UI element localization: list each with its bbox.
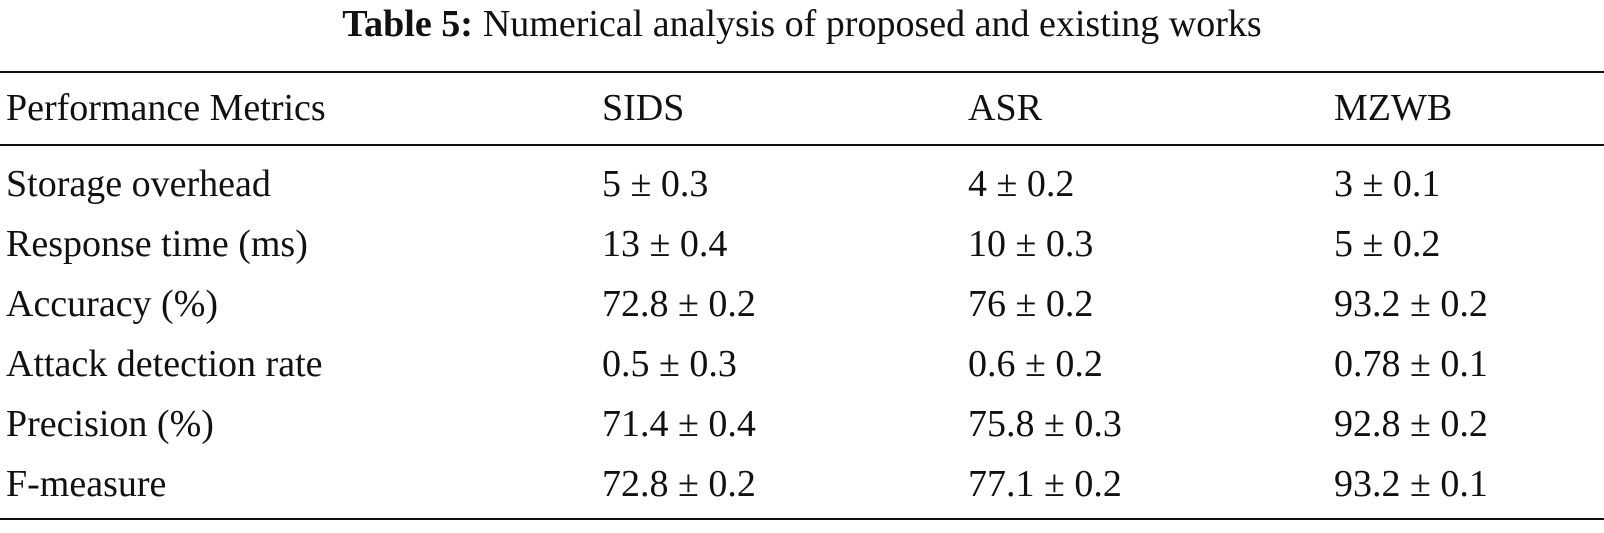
table-row: Storage overhead 5 ± 0.3 4 ± 0.2 3 ± 0.1	[0, 154, 1604, 214]
cell-asr: 10 ± 0.3	[968, 223, 1094, 265]
bottom-rule	[0, 518, 1604, 520]
cell-sids: 5 ± 0.3	[602, 163, 709, 205]
cell-sids: 72.8 ± 0.2	[602, 283, 756, 325]
cell-mzwb: 3 ± 0.1	[1334, 163, 1441, 205]
cell-asr: 77.1 ± 0.2	[968, 463, 1122, 505]
cell-asr: 75.8 ± 0.3	[968, 403, 1122, 445]
cell-asr: 4 ± 0.2	[968, 163, 1075, 205]
cell-asr: 76 ± 0.2	[968, 283, 1094, 325]
header-cell-metric: Performance Metrics	[6, 87, 326, 129]
header-row: Performance Metrics SIDS ASR MZWB	[0, 78, 1604, 138]
row-label: Precision (%)	[6, 403, 214, 445]
cell-sids: 72.8 ± 0.2	[602, 463, 756, 505]
cell-mzwb: 92.8 ± 0.2	[1334, 403, 1488, 445]
table-caption: Table 5: Numerical analysis of proposed a…	[0, 2, 1604, 46]
row-label: Response time (ms)	[6, 223, 308, 265]
table-row: Response time (ms) 13 ± 0.4 10 ± 0.3 5 ±…	[0, 214, 1604, 274]
row-label: Accuracy (%)	[6, 283, 219, 325]
header-rule	[0, 144, 1604, 146]
cell-mzwb: 93.2 ± 0.2	[1334, 283, 1488, 325]
header-cell-sids: SIDS	[602, 87, 685, 129]
table-row: Attack detection rate 0.5 ± 0.3 0.6 ± 0.…	[0, 334, 1604, 394]
header-cell-mzwb: MZWB	[1334, 87, 1453, 129]
top-rule	[0, 71, 1604, 73]
cell-sids: 0.5 ± 0.3	[602, 343, 737, 385]
row-label: Storage overhead	[6, 163, 271, 205]
cell-mzwb: 93.2 ± 0.1	[1334, 463, 1488, 505]
cell-sids: 13 ± 0.4	[602, 223, 728, 265]
cell-sids: 71.4 ± 0.4	[602, 403, 756, 445]
table-row: Accuracy (%) 72.8 ± 0.2 76 ± 0.2 93.2 ± …	[0, 274, 1604, 334]
cell-asr: 0.6 ± 0.2	[968, 343, 1103, 385]
cell-mzwb: 0.78 ± 0.1	[1334, 343, 1488, 385]
table-row: Precision (%) 71.4 ± 0.4 75.8 ± 0.3 92.8…	[0, 394, 1604, 454]
table-row: F-measure 72.8 ± 0.2 77.1 ± 0.2 93.2 ± 0…	[0, 454, 1604, 514]
cell-mzwb: 5 ± 0.2	[1334, 223, 1441, 265]
caption-text: Numerical analysis of proposed and exist…	[482, 3, 1262, 45]
row-label: F-measure	[6, 463, 167, 505]
header-cell-asr: ASR	[968, 87, 1042, 129]
caption-label: Table 5:	[342, 3, 473, 45]
row-label: Attack detection rate	[6, 343, 323, 385]
